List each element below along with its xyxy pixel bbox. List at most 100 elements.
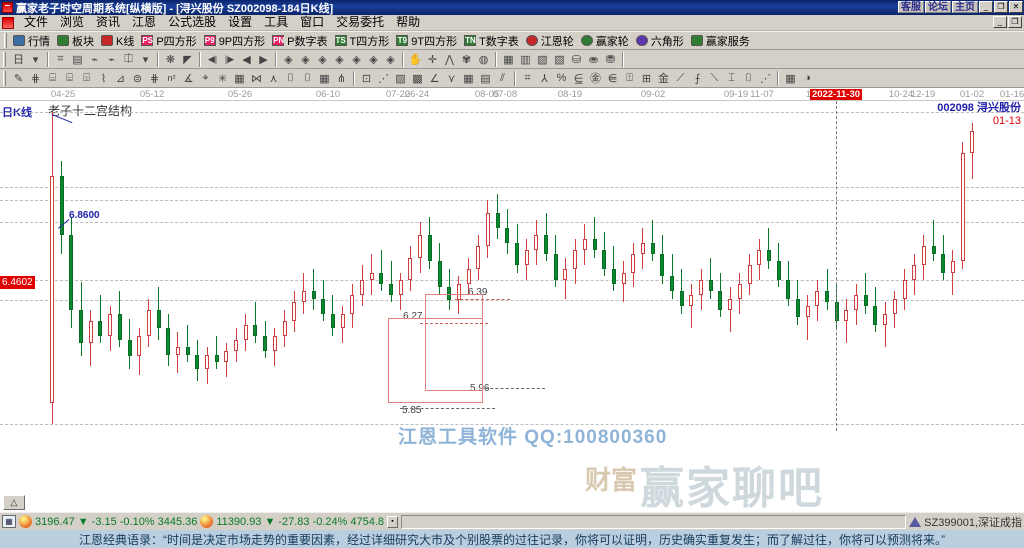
crosshair-toggle-icon[interactable]: ⌗ — [57, 52, 64, 65]
toolbar-button-p-square[interactable]: PS P四方形 — [139, 32, 201, 49]
draw-shape-icon[interactable]: ✾ — [461, 53, 472, 66]
toolbar-button-t-square[interactable]: TS T四方形 — [333, 32, 395, 49]
gann-angle-icon[interactable]: ⊿ — [115, 72, 126, 85]
toolbar-button-gann-wheel[interactable]: 江恩轮 — [524, 32, 579, 49]
cycle-box-icon[interactable]: ⌷ — [287, 71, 294, 84]
toolbar-grip-3[interactable] — [3, 70, 6, 86]
maximize-button[interactable]: ❐ — [994, 1, 1008, 13]
taiji-icon[interactable]: ◑ — [804, 72, 811, 84]
menu-item-tools[interactable]: 工具 — [264, 15, 289, 29]
target-icon[interactable]: ⌖ — [202, 71, 209, 84]
flag-icon[interactable]: ◤ — [183, 53, 192, 66]
level-icon[interactable]: ⋸ — [573, 72, 584, 85]
menu-item-settings[interactable]: 设置 — [228, 15, 253, 29]
diamond7-icon[interactable]: ◈ — [386, 53, 395, 66]
toolbar-grip[interactable] — [4, 33, 7, 48]
menu-item-trade[interactable]: 交易委托 — [336, 15, 385, 29]
menu-item-formula-screen[interactable]: 公式选股 — [168, 15, 217, 29]
service-link-button[interactable]: 客服 — [898, 1, 924, 13]
globe-icon[interactable]: ⛂ — [588, 53, 599, 66]
grid2-icon[interactable]: ▦ — [463, 72, 474, 85]
crosshair-icon[interactable]: ✛ — [427, 53, 438, 66]
zigzag-icon[interactable]: ⋎ — [447, 72, 456, 85]
retrace-icon[interactable]: ⊞ — [641, 72, 652, 85]
slope-icon[interactable]: ⫽ — [500, 71, 505, 84]
toolbar-grip-2[interactable] — [3, 51, 6, 67]
diamond4-icon[interactable]: ◈ — [335, 53, 344, 66]
angle-up-icon[interactable]: ∠ — [429, 72, 440, 85]
gann-fan-icon[interactable]: ⋕ — [30, 72, 41, 85]
band-icon[interactable]: ⋈ — [251, 72, 262, 85]
next-icon[interactable]: ▶ — [259, 53, 268, 66]
chart-canvas[interactable]: 04-25 05-12 05-26 06-10 06-24 07-08 07-22 08-05… — [0, 88, 1024, 512]
grid-tool-icon[interactable]: ⋕ — [149, 72, 160, 85]
draw-line-icon[interactable]: ⋀ — [444, 53, 455, 66]
multi-color-icon[interactable]: ❋ — [165, 53, 176, 66]
draw-pair-icon[interactable]: ◍ — [478, 53, 489, 66]
trend-f-icon[interactable]: ⨍ — [694, 72, 701, 85]
fan-lines-icon[interactable]: ⋰ — [378, 72, 389, 85]
network-icon[interactable]: ⛁ — [571, 53, 582, 66]
pattern-icon[interactable]: ▨ — [395, 72, 406, 85]
list-icon[interactable]: ▧ — [537, 53, 548, 66]
table-icon[interactable]: ▤ — [480, 72, 491, 85]
expand-panel-button[interactable]: △ — [3, 495, 25, 510]
toolbar-button-t9-square[interactable]: T9 9T四方形 — [394, 32, 462, 49]
homepage-link-button[interactable]: 主页 — [952, 1, 978, 13]
wave-icon[interactable]: ⋏ — [269, 72, 278, 85]
fork-icon[interactable]: ⋔ — [336, 72, 347, 85]
scatter-icon[interactable]: ⋰ — [760, 72, 771, 85]
percent-a-icon[interactable]: ⅄ — [541, 72, 548, 85]
trend-dn-icon[interactable]: ⟍ — [710, 71, 719, 84]
mesh-icon[interactable]: ▦ — [234, 72, 245, 85]
save-icon[interactable]: ▥ — [520, 53, 531, 66]
status-scroll-button[interactable]: ▪ — [387, 515, 399, 528]
indicator2-icon[interactable]: ⌁ — [108, 53, 115, 66]
diamond2-icon[interactable]: ◈ — [301, 53, 310, 66]
menu-item-browse[interactable]: 浏览 — [60, 15, 85, 29]
channel-icon[interactable]: ⌶ — [728, 71, 735, 84]
gold-level-icon[interactable]: ⋹ — [607, 72, 618, 85]
period-dropdown-icon[interactable]: ▾ — [32, 53, 39, 66]
hand-pan-icon[interactable]: ✋ — [408, 53, 423, 66]
report-icon[interactable]: ▤ — [72, 53, 83, 66]
trend-up-icon[interactable]: ⟋ — [676, 71, 685, 84]
text-tool-icon[interactable]: ⍐ — [626, 71, 633, 84]
star-icon[interactable]: ✳ — [217, 72, 228, 85]
matrix-icon[interactable]: ▦ — [319, 72, 330, 85]
circle-tool-icon[interactable]: ⊜ — [132, 72, 143, 85]
curve-icon[interactable]: ⌇ — [100, 72, 107, 85]
quote-grid-icon[interactable]: ▦ — [2, 515, 16, 528]
toolbar-button-p-number-table[interactable]: PN P数字表 — [270, 32, 332, 49]
gold-ratio-icon[interactable]: ㊎ — [590, 73, 601, 85]
toolbar-button-kline[interactable]: K线 — [99, 32, 139, 49]
diamond1-icon[interactable]: ◈ — [284, 53, 293, 66]
toolbar-button-hexagon[interactable]: 六角形 — [634, 32, 689, 49]
calendar-icon[interactable]: ▦ — [503, 53, 514, 66]
toolbar-button-t-number-table[interactable]: TN T数字表 — [462, 32, 524, 49]
forum-link-button[interactable]: 论坛 — [925, 1, 951, 13]
save-disk-icon[interactable]: ▨ — [554, 53, 565, 66]
toolbar-button-sector[interactable]: 板块 — [55, 32, 99, 49]
square-n2-icon[interactable]: n² — [167, 73, 176, 83]
close-button[interactable]: ✕ — [1009, 1, 1023, 13]
percent-icon[interactable]: % — [556, 72, 567, 84]
pattern2-icon[interactable]: ▩ — [412, 72, 423, 85]
menu-item-window[interactable]: 窗口 — [300, 15, 325, 29]
gold-icon[interactable]: 金 — [658, 73, 669, 85]
time-cycle-icon[interactable]: ⌸ — [49, 71, 56, 84]
prev-icon[interactable]: ◀ — [242, 53, 251, 66]
toolbar-button-quotes[interactable]: 行情 — [11, 32, 55, 49]
price-cycle-icon[interactable]: ⌹ — [83, 71, 90, 84]
menu-item-help[interactable]: 帮助 — [396, 15, 421, 29]
last-page-icon[interactable]: |▶ — [224, 53, 235, 64]
period-day-icon[interactable]: 日 — [13, 54, 24, 66]
toolbar-button-p9-square[interactable]: P9 9P四方形 — [202, 32, 270, 49]
cycle-box2-icon[interactable]: ⌷ — [304, 71, 311, 84]
diamond3-icon[interactable]: ◈ — [318, 53, 327, 66]
toolbar-button-winner-wheel[interactable]: 赢家轮 — [579, 32, 634, 49]
mdi-restore-button[interactable]: ❐ — [1008, 16, 1022, 28]
monitor-icon[interactable]: ⛃ — [605, 53, 616, 66]
toolbar-button-winner-service[interactable]: 赢家服务 — [689, 32, 755, 49]
diamond6-icon[interactable]: ◈ — [369, 53, 378, 66]
